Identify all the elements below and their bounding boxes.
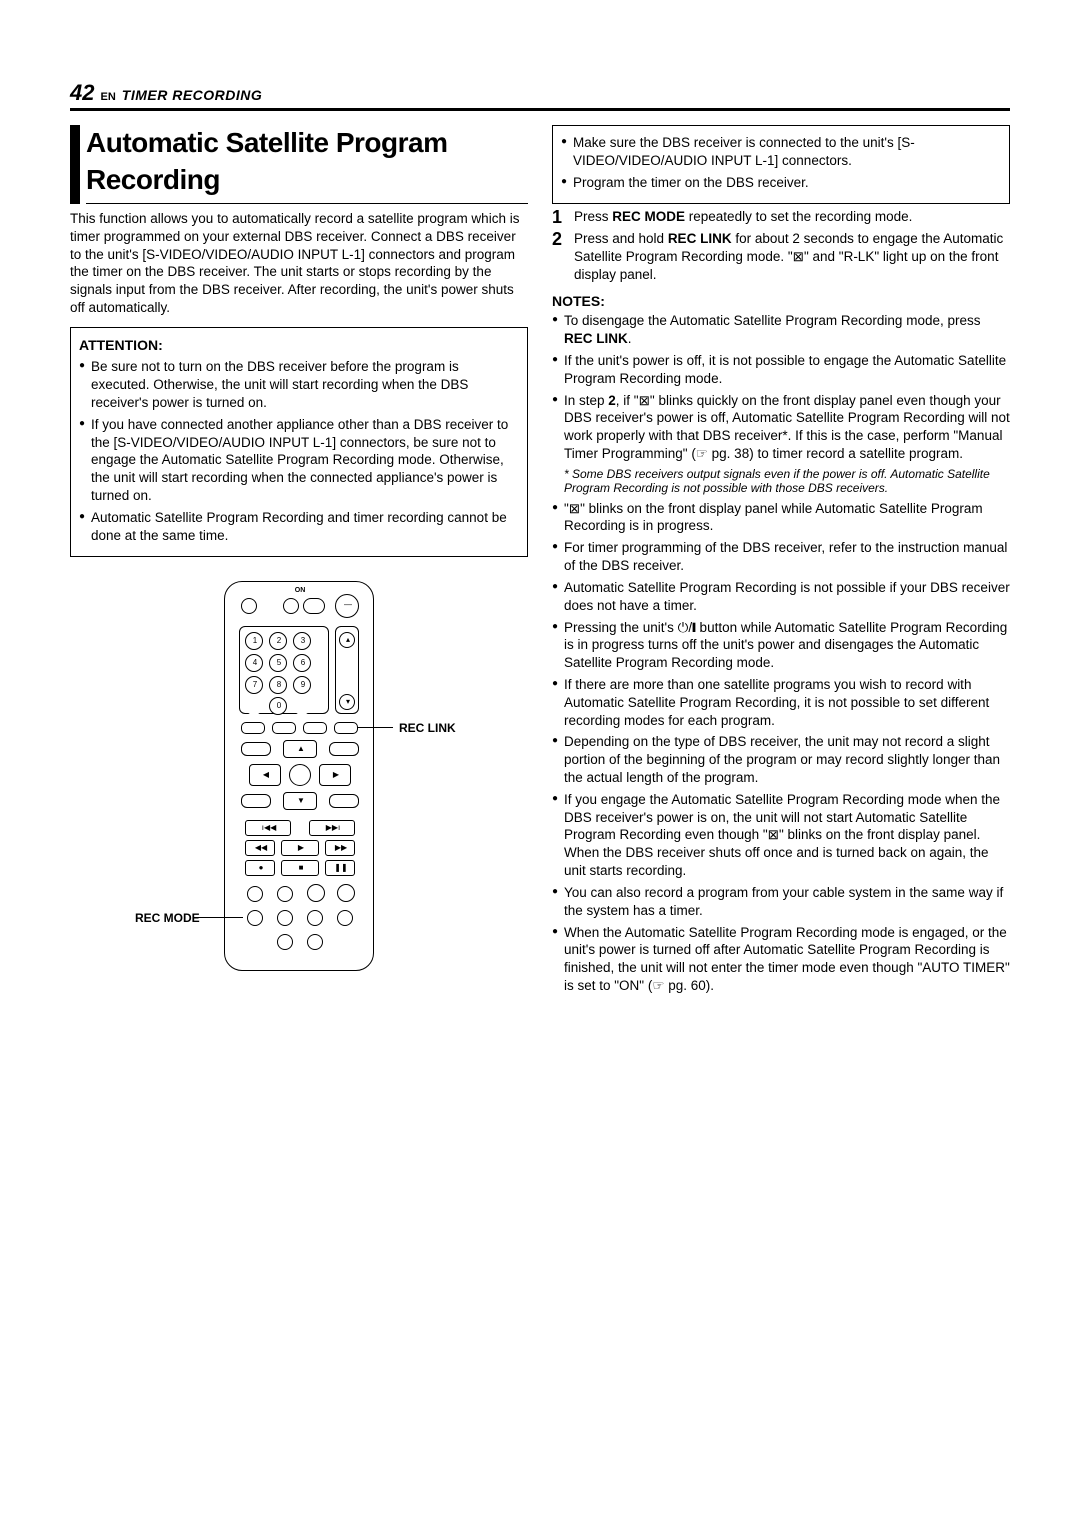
right-column: Make sure the DBS receiver is connected … (552, 125, 1010, 999)
notes-title: NOTES: (552, 292, 1010, 310)
note-item: If the unit's power is off, it is not po… (552, 352, 1010, 388)
reclink-line (357, 727, 393, 728)
nav-down: ▼ (283, 792, 317, 810)
transport-button: ▶▶ (325, 840, 355, 856)
step-text: Press REC MODE repeatedly to set the rec… (574, 208, 1010, 226)
attention-list: Be sure not to turn on the DBS receiver … (79, 358, 519, 544)
transport-button: ▶▶ı (309, 820, 355, 836)
lang-code: EN (100, 91, 115, 103)
small-button (337, 910, 353, 926)
note-item: Pressing the unit's ⏻/❙ button while Aut… (552, 619, 1010, 672)
note-item: If there are more than one satellite pro… (552, 676, 1010, 729)
remote-button: — (335, 594, 359, 618)
small-button (307, 884, 325, 902)
color-button (303, 722, 327, 734)
page-number: 42 (70, 80, 94, 106)
attention-item: Be sure not to turn on the DBS receiver … (79, 358, 519, 411)
note-item: You can also record a program from your … (552, 884, 1010, 920)
note-item: When the Automatic Satellite Program Rec… (552, 924, 1010, 995)
page: 42 EN TIMER RECORDING Automatic Satellit… (70, 80, 1010, 999)
recmode-button (247, 910, 263, 926)
notes-list-cont: "⊠" blinks on the front display panel wh… (552, 500, 1010, 995)
nav-ok (289, 764, 311, 786)
small-button (337, 884, 355, 902)
page-header: 42 EN TIMER RECORDING (70, 80, 1010, 111)
small-button (277, 886, 293, 902)
attention-title: ATTENTION: (79, 336, 519, 354)
reclink-label: REC LINK (399, 721, 456, 737)
small-button (277, 910, 293, 926)
transport-button: ◀◀ (245, 840, 275, 856)
content-columns: Automatic Satellite Program Recording Th… (70, 125, 1010, 999)
nav-button (241, 794, 271, 808)
intro-text: This function allows you to automaticall… (70, 210, 528, 317)
step-text: Press and hold REC LINK for about 2 seco… (574, 230, 1010, 283)
note-item: In step 2, if "⊠" blinks quickly on the … (552, 392, 1010, 463)
attention-item: If you have connected another appliance … (79, 416, 519, 505)
nav-right: ▶ (319, 764, 351, 786)
attention-box: ATTENTION: Be sure not to turn on the DB… (70, 327, 528, 558)
notes-list: To disengage the Automatic Satellite Pro… (552, 312, 1010, 463)
nav-button (241, 742, 271, 756)
recmode-label: REC MODE (135, 911, 200, 927)
pre-item: Program the timer on the DBS receiver. (561, 174, 1001, 192)
remote-diagram: ON — 1 2 3 4 5 6 7 8 (70, 581, 528, 981)
attention-item: Automatic Satellite Program Recording an… (79, 509, 519, 545)
footnote: * Some DBS receivers output signals even… (552, 467, 1010, 496)
small-button (307, 910, 323, 926)
small-button (277, 934, 293, 950)
left-column: Automatic Satellite Program Recording Th… (70, 125, 528, 999)
title-bar-icon (70, 125, 80, 204)
note-item: If you engage the Automatic Satellite Pr… (552, 791, 1010, 880)
remote-button (241, 598, 257, 614)
nav-button (329, 742, 359, 756)
note-item: Depending on the type of DBS receiver, t… (552, 733, 1010, 786)
nav-left: ◀ (249, 764, 281, 786)
title-row: Automatic Satellite Program Recording (70, 125, 528, 204)
nav-button (329, 794, 359, 808)
step-1: 1 Press REC MODE repeatedly to set the r… (552, 208, 1010, 226)
note-item: For timer programming of the DBS receive… (552, 539, 1010, 575)
color-button (334, 722, 358, 734)
section-title: TIMER RECORDING (122, 87, 263, 103)
small-button (307, 934, 323, 950)
on-label: ON (275, 586, 325, 595)
note-item: To disengage the Automatic Satellite Pro… (552, 312, 1010, 348)
note-item: "⊠" blinks on the front display panel wh… (552, 500, 1010, 536)
small-button (247, 886, 263, 902)
page-title: Automatic Satellite Program Recording (86, 125, 528, 204)
transport-button: ❚❚ (325, 860, 355, 876)
pre-box: Make sure the DBS receiver is connected … (552, 125, 1010, 204)
color-button (241, 722, 265, 734)
pre-item: Make sure the DBS receiver is connected … (561, 134, 1001, 170)
recmode-line (193, 917, 243, 918)
transport-button: ı◀◀ (245, 820, 291, 836)
step-number: 1 (552, 208, 568, 226)
remote-button (303, 598, 325, 614)
transport-button: ● (245, 860, 275, 876)
color-button (272, 722, 296, 734)
step-2: 2 Press and hold REC LINK for about 2 se… (552, 230, 1010, 283)
pre-list: Make sure the DBS receiver is connected … (561, 134, 1001, 191)
note-item: Automatic Satellite Program Recording is… (552, 579, 1010, 615)
remote-outline: ON — 1 2 3 4 5 6 7 8 (224, 581, 374, 971)
nav-up: ▲ (283, 740, 317, 758)
transport-button: ▶ (281, 840, 319, 856)
transport-button: ■ (281, 860, 319, 876)
remote-button (283, 598, 299, 614)
step-number: 2 (552, 230, 568, 283)
